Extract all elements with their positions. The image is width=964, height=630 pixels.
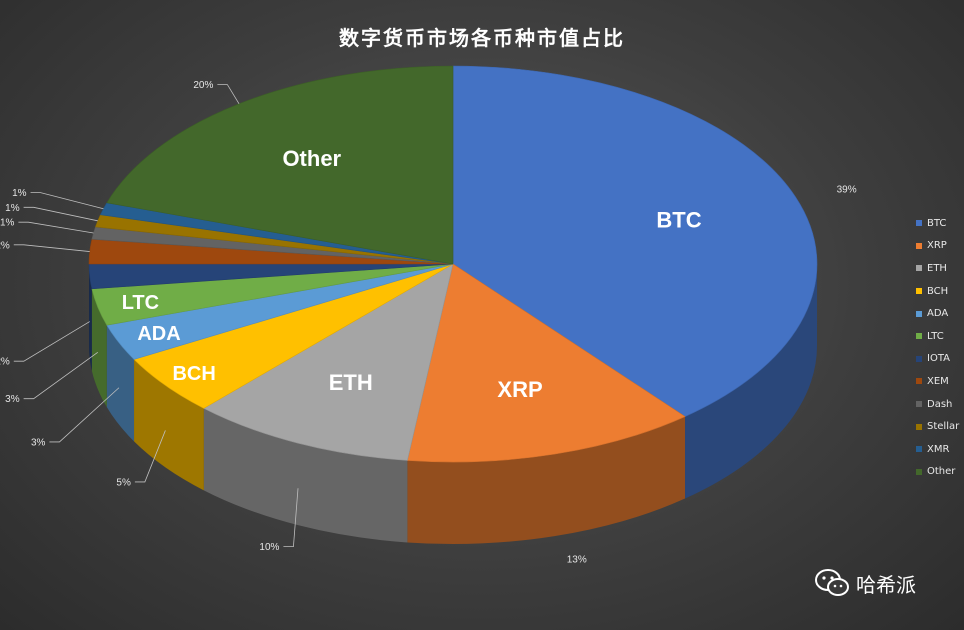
pie-side-bch	[134, 359, 204, 491]
legend-item-bch: BCH	[916, 280, 959, 303]
legend-label: BCH	[927, 285, 949, 297]
pie-side-ltc	[91, 288, 107, 408]
percent-label-dash: 1%	[0, 218, 14, 229]
legend-item-btc: BTC	[916, 212, 959, 235]
slice-name-btc: BTC	[656, 207, 701, 232]
legend-swatch	[916, 401, 922, 408]
legend-swatch	[916, 265, 922, 272]
slice-name-ada: ADA	[137, 323, 180, 345]
legend-label: Stellar	[927, 421, 960, 433]
legend-label: Other	[927, 466, 956, 478]
percent-label-ltc: 3%	[5, 394, 20, 405]
slice-name-eth: ETH	[329, 370, 373, 395]
legend-item-other: Other	[916, 461, 959, 484]
legend-item-dash: Dash	[916, 393, 959, 416]
leader-line-ada	[49, 387, 120, 443]
pie-slice-btc	[452, 65, 818, 417]
pie-side-btc	[685, 264, 817, 499]
leader-line-eth	[283, 488, 299, 548]
legend-label: BTC	[927, 217, 947, 229]
pie-tops	[88, 65, 818, 463]
legend-item-xem: XEM	[916, 370, 959, 393]
legend-swatch	[916, 423, 922, 430]
leader-line-xem	[13, 244, 90, 252]
slice-name-bch: BCH	[172, 363, 215, 385]
legend-swatch	[916, 468, 922, 475]
percent-label-other: 20%	[193, 80, 213, 91]
pie-leader-lines	[13, 84, 299, 548]
pie-side-ada	[106, 325, 135, 442]
legend-item-xrp: XRP	[916, 235, 959, 258]
pie-slice-eth	[203, 263, 454, 461]
legend-label: ETH	[927, 262, 947, 274]
legend-label: IOTA	[927, 353, 950, 365]
legend-item-ada: ADA	[916, 302, 959, 325]
legend-swatch	[916, 378, 922, 385]
watermark: 哈希派	[814, 568, 916, 598]
legend-swatch	[916, 220, 922, 227]
percent-label-btc: 39%	[837, 184, 857, 195]
percent-label-xrp: 13%	[567, 554, 587, 565]
percent-label-eth: 10%	[259, 542, 279, 553]
legend-swatch	[916, 355, 922, 362]
percent-label-stellar: 1%	[5, 203, 20, 214]
legend-swatch	[916, 310, 922, 317]
legend-swatch	[916, 333, 922, 340]
legend-item-ltc: LTC	[916, 325, 959, 348]
slice-name-xrp: XRP	[497, 377, 542, 402]
chart-title: 数字货币市场各币种市值占比	[339, 26, 625, 50]
legend-label: LTC	[927, 330, 944, 342]
legend-label: Dash	[927, 398, 953, 410]
slice-name-ltc: LTC	[122, 292, 159, 314]
pie-slice-xrp	[407, 263, 686, 463]
legend-label: ADA	[927, 308, 949, 320]
leader-line-other	[217, 84, 240, 105]
percent-label-ada: 3%	[31, 437, 46, 448]
watermark-text: 哈希派	[856, 572, 916, 597]
chart-legend: BTC XRP ETH BCH ADA LTC IOTA XEM Dash Stellar XMR O…	[916, 212, 959, 483]
percent-label-xem: 2%	[0, 240, 10, 251]
leader-line-stellar	[23, 206, 98, 222]
legend-swatch	[916, 288, 922, 295]
percent-label-xmr: 1%	[12, 188, 27, 199]
pie-sides	[89, 264, 817, 544]
pie-slice-other	[106, 65, 454, 265]
leader-line-ltc	[23, 351, 99, 400]
legend-item-eth: ETH	[916, 257, 959, 280]
pie-side-eth	[203, 408, 408, 543]
legend-label: XRP	[927, 240, 947, 252]
wechat-icon	[815, 569, 849, 596]
legend-item-stellar: Stellar	[916, 415, 959, 438]
leader-line-dash	[18, 221, 94, 234]
legend-swatch	[916, 242, 922, 249]
legend-item-iota: IOTA	[916, 348, 959, 371]
percent-label-iota: 2%	[0, 357, 10, 368]
leader-line-bch	[134, 430, 166, 483]
legend-item-xmr: XMR	[916, 438, 959, 461]
slice-name-other: Other	[282, 146, 341, 171]
pie-slice-names: BTC XRP ETH BCH ADA LTC Other	[122, 146, 702, 402]
leader-line-xmr	[30, 192, 104, 210]
percent-label-bch: 5%	[116, 477, 131, 488]
pie-side-xrp	[407, 416, 686, 544]
pie-side-iota	[89, 264, 92, 371]
legend-swatch	[916, 446, 922, 453]
legend-label: XEM	[927, 375, 949, 387]
leader-line-iota	[13, 321, 90, 362]
pie-percent-labels: 39% 13% 10% 5% 3% 3% 2% 2% 1% 1% 1% 20%	[0, 80, 857, 565]
legend-label: XMR	[927, 443, 950, 455]
